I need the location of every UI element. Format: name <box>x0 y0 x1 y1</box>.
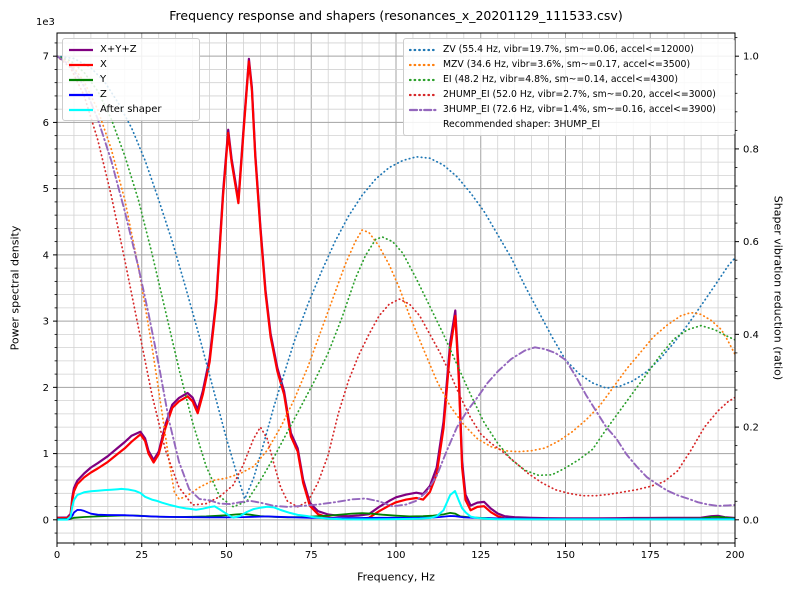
legend-entry: Y <box>68 72 192 87</box>
y-right-tick-label: 0.2 <box>743 423 759 434</box>
legend-label: Z <box>100 89 107 100</box>
legend-label: 2HUMP_EI (52.0 Hz, vibr=2.7%, sm~=0.20, … <box>443 89 716 100</box>
y-left-tick-label: 7 <box>43 52 49 63</box>
y-right-tick-label: 0.8 <box>743 144 759 155</box>
y-left-tick-label: 4 <box>43 250 49 261</box>
y-axis-offset-text: 1e3 <box>36 17 55 28</box>
y-left-tick-label: 3 <box>43 317 49 328</box>
legend-entry: 2HUMP_EI (52.0 Hz, vibr=2.7%, sm~=0.20, … <box>409 87 727 102</box>
chart-title: Frequency response and shapers (resonanc… <box>169 8 623 23</box>
legend-label: X+Y+Z <box>100 44 137 55</box>
legend-line-sample <box>69 78 93 81</box>
legend-label: ZV (55.4 Hz, vibr=19.7%, sm~=0.06, accel… <box>443 44 694 55</box>
legend-line-sample <box>409 108 437 111</box>
y-right-tick-label: 0.4 <box>743 330 759 341</box>
tick-labels: 0 25 50 75 100 125 150 175 200 0 1 2 3 4 5 6 7 0.0 0.2 0.4 0… <box>43 52 759 561</box>
legend-line-sample <box>409 93 437 96</box>
y-left-tick-label: 1 <box>43 449 49 460</box>
legend-label: Y <box>100 74 107 85</box>
legend-entry: Recommended shaper: 3HUMP_EI <box>409 117 727 132</box>
series-zv <box>57 55 735 500</box>
y-right-tick-label: 1.0 <box>743 52 759 63</box>
y-left-tick-label: 6 <box>43 118 49 129</box>
legend-label: EI (48.2 Hz, vibr=4.8%, sm~=0.14, accel<… <box>443 74 678 85</box>
legend-line-sample <box>69 63 93 66</box>
legend-label: MZV (34.6 Hz, vibr=3.6%, sm~=0.17, accel… <box>443 59 691 70</box>
legend-entry: X <box>68 57 192 72</box>
legend-entry: 3HUMP_EI (72.6 Hz, vibr=1.4%, sm~=0.16, … <box>409 102 727 117</box>
series-2hump_ei <box>57 55 735 508</box>
legend-entry: X+Y+Z <box>68 42 192 57</box>
y-right-tick-label: 0.0 <box>743 515 759 526</box>
y-left-tick-label: 0 <box>43 515 49 526</box>
x-axis-label: Frequency, Hz <box>357 570 435 584</box>
legend-line-sample <box>69 93 93 96</box>
y-left-tick-label: 2 <box>43 383 49 394</box>
legend-psd: X+Y+Z X Y Z After shaper <box>62 38 200 121</box>
x-tick-label: 100 <box>386 550 405 561</box>
series-3hump_ei <box>57 55 735 508</box>
series-mzv <box>57 55 735 500</box>
legend-line-sample <box>69 108 93 111</box>
x-tick-label: 75 <box>305 550 318 561</box>
legend-line-sample <box>409 63 437 66</box>
y-axis-label-right: Shaper vibration reduction (ratio) <box>771 195 785 381</box>
legend-entry: EI (48.2 Hz, vibr=4.8%, sm~=0.14, accel<… <box>409 72 727 87</box>
curves <box>57 55 735 521</box>
y-right-tick-label: 0.6 <box>743 237 759 248</box>
x-tick-label: 25 <box>135 550 148 561</box>
y-axis-label-left: Power spectral density <box>8 225 22 351</box>
legend-line-sample <box>409 78 437 81</box>
legend-label: After shaper <box>100 104 162 115</box>
series-after-shaper <box>57 487 735 521</box>
legend-entry: MZV (34.6 Hz, vibr=3.6%, sm~=0.17, accel… <box>409 57 727 72</box>
legend-entry: Z <box>68 87 192 102</box>
x-tick-label: 200 <box>725 550 744 561</box>
x-tick-label: 0 <box>54 550 60 561</box>
legend-no-line <box>409 120 437 130</box>
legend-line-sample <box>409 48 437 51</box>
x-tick-label: 175 <box>641 550 660 561</box>
legend-shapers: ZV (55.4 Hz, vibr=19.7%, sm~=0.06, accel… <box>403 38 735 136</box>
legend-entry: ZV (55.4 Hz, vibr=19.7%, sm~=0.06, accel… <box>409 42 727 57</box>
x-tick-label: 50 <box>220 550 233 561</box>
legend-label: Recommended shaper: 3HUMP_EI <box>443 119 601 130</box>
x-tick-label: 150 <box>556 550 575 561</box>
ticks <box>53 37 739 547</box>
x-tick-label: 125 <box>471 550 490 561</box>
legend-label: X <box>100 59 107 70</box>
legend-label: 3HUMP_EI (72.6 Hz, vibr=1.4%, sm~=0.16, … <box>443 104 716 115</box>
legend-line-sample <box>69 48 93 51</box>
legend-entry: After shaper <box>68 102 192 117</box>
y-left-tick-label: 5 <box>43 184 49 195</box>
